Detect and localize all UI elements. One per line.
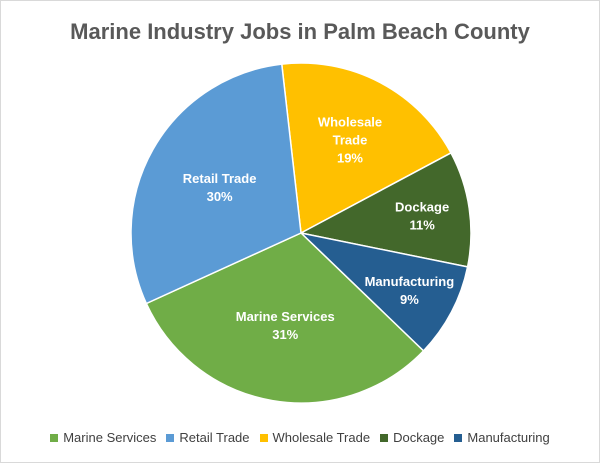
legend-swatch [259,433,268,442]
legend-label: Marine Services [63,430,157,445]
slice-label-manufacturing: Manufacturing 9% [365,274,455,307]
legend-item-marine-services: Marine Services [50,430,156,445]
pie-slice-marine-services [145,232,425,404]
legend-label: Dockage [393,430,445,445]
slice-label-marine-services: Marine Services 31% [236,309,335,342]
legend-item-wholesale-trade: Wholesale Trade [259,430,371,445]
legend-item-dockage: Dockage [380,430,444,445]
slice-label-wholesale-trade: Wholesale Trade 19% [318,115,382,166]
legend-item-retail-trade: Retail Trade [166,430,250,445]
slice-label-dockage: Dockage 11% [395,199,449,232]
pie-slice-wholesale-trade [280,62,452,235]
legend-swatch [50,433,59,442]
legend-swatch [454,433,463,442]
pie-slice-manufacturing [298,231,469,352]
legend-label: Retail Trade [179,430,250,445]
legend-swatch [166,433,175,442]
legend-label: Wholesale Trade [272,430,371,445]
chart-title: Marine Industry Jobs in Palm Beach Count… [70,19,530,44]
chart-legend: Marine Services Retail Trade Wholesale Tra… [1,430,599,445]
pie-slice-retail-trade [130,63,302,305]
pie-slice-dockage [298,151,472,268]
legend-label: Manufacturing [467,430,550,445]
legend-swatch [380,433,389,442]
slice-label-retail-trade: Retail Trade 30% [183,171,257,204]
legend-item-manufacturing: Manufacturing [454,430,550,445]
